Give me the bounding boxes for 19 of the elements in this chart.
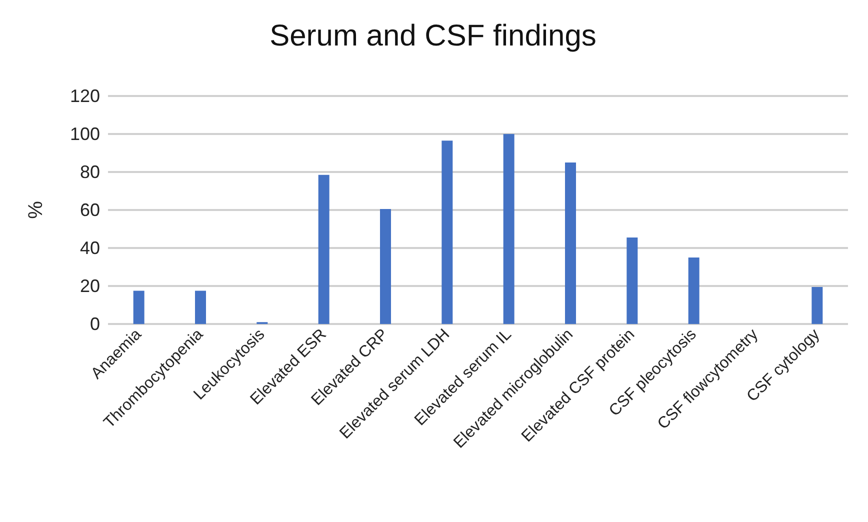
y-tick-label: 120 [70,86,100,106]
bar [626,238,638,324]
bar [812,286,823,324]
bar [688,258,700,324]
y-tick-label: 100 [70,124,100,144]
y-tick-label: 80 [80,162,100,182]
y-tick-label: 40 [80,238,100,258]
bar [195,290,206,324]
y-tick-label: 60 [80,200,100,220]
bar [503,134,514,324]
bar [442,140,453,324]
bar [133,290,144,324]
y-axis-title: % [25,200,47,219]
y-tick-label: 0 [90,314,100,334]
bar [380,209,391,324]
chart-title: Serum and CSF findings [270,20,596,52]
bar [565,162,576,324]
y-tick-label: 20 [80,276,100,296]
bar [318,174,330,324]
